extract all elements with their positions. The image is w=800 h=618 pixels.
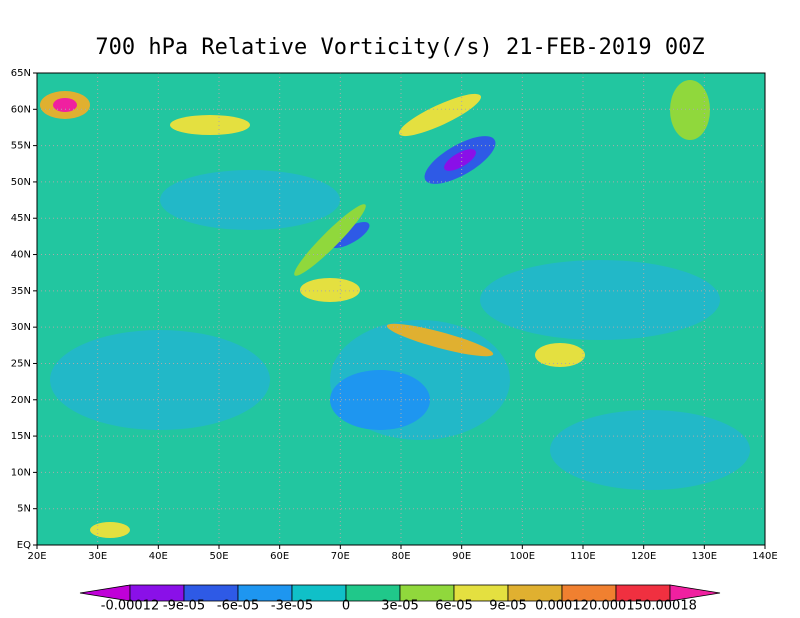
colorbar-label: 6e-05 [435, 599, 473, 614]
lat-label: EQ [17, 540, 31, 551]
lat-label: 20N [11, 395, 31, 406]
lon-label: 30E [88, 551, 107, 562]
colorbar-label: 0.00018 [643, 599, 697, 614]
lon-label: 100E [510, 551, 535, 562]
field-patch [386, 323, 494, 357]
axis-labels: 65N 60N 55N 50N 45N 40N 35N 30N 25N 20N 15N 10N 5N EQ… [11, 68, 778, 562]
lat-label: 50N [11, 177, 31, 188]
lon-label: 20E [27, 551, 46, 562]
title: 700 hPa Relative Vorticity(/s) 21-FEB-20… [95, 35, 704, 60]
field-patch [444, 149, 476, 171]
lat-label: 35N [11, 286, 31, 297]
colorbar-label: 3e-05 [381, 599, 419, 614]
lon-label: 140E [752, 551, 777, 562]
field-patch [294, 204, 366, 276]
colorbar-label: -6e-05 [217, 599, 259, 614]
grid [37, 73, 765, 545]
lat-label: 45N [11, 213, 31, 224]
lon-label: 120E [631, 551, 656, 562]
colorbar: -0.00012 -9e-05 -6e-05 -3e-05 0 3e-05 6e-05 9e-… [79, 584, 721, 614]
field-patch [170, 115, 250, 135]
lat-label: 55N [11, 141, 31, 152]
field-patch [480, 260, 720, 340]
lat-label: 5N [17, 504, 31, 515]
lat-label: 65N [11, 68, 31, 79]
lon-label: 40E [149, 551, 168, 562]
colorbar-label: 0.00015 [589, 599, 643, 614]
field-patch [90, 522, 130, 538]
field-patch [160, 170, 340, 230]
colorbar-label: 9e-05 [489, 599, 527, 614]
lat-label: 40N [11, 250, 31, 261]
lon-label: 110E [570, 551, 595, 562]
lon-label: 80E [391, 551, 410, 562]
field-patch [330, 370, 430, 430]
field-patch [550, 410, 750, 490]
field-patch [300, 278, 360, 302]
colorbar-label: -9e-05 [163, 599, 205, 614]
lon-label: 70E [331, 551, 350, 562]
lon-label: 90E [452, 551, 471, 562]
lat-label: 25N [11, 358, 31, 369]
lat-label: 15N [11, 431, 31, 442]
lat-label: 60N [11, 104, 31, 115]
lon-label: 50E [209, 551, 228, 562]
colorbar-arrow [669, 584, 721, 602]
field-patch [670, 80, 710, 140]
colorbar-label: 0 [342, 599, 350, 614]
colorbar-label: -3e-05 [271, 599, 313, 614]
field-patch [53, 98, 77, 112]
lon-label: 60E [270, 551, 289, 562]
field-patch [50, 330, 270, 430]
field-patch [398, 93, 482, 137]
colorbar-label: 0.00012 [535, 599, 589, 614]
lat-label: 30N [11, 322, 31, 333]
field-patch [535, 343, 585, 367]
lon-label: 130E [692, 551, 717, 562]
lat-label: 10N [11, 467, 31, 478]
colorbar-label: -0.00012 [101, 599, 159, 614]
